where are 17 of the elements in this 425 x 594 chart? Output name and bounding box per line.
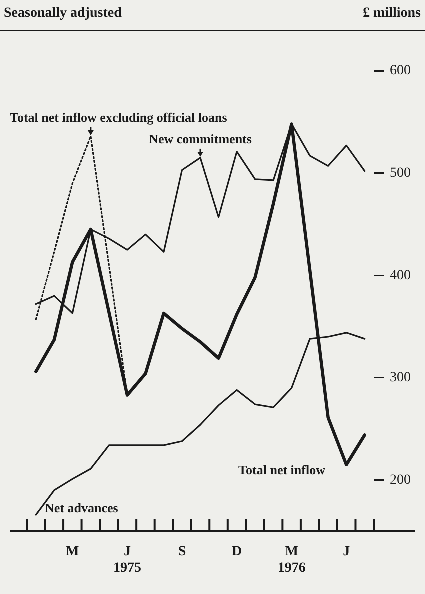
x-tick-label: J: [343, 544, 350, 560]
y-tick-label: 600: [390, 64, 411, 79]
y-axis-title: £ millions: [363, 6, 421, 22]
y-tick-label: 200: [390, 472, 411, 488]
series-label: Net advances: [45, 500, 118, 516]
y-tick-label: 500: [390, 166, 411, 181]
series-label: Total net inflow: [238, 462, 326, 478]
x-tick-label: D: [232, 544, 242, 560]
y-tick-label: 300: [390, 370, 411, 386]
x-tick-label: S: [178, 544, 186, 560]
y-tick-label: 400: [390, 268, 411, 284]
series-label: New commitments: [149, 131, 252, 146]
x-tick-label: M: [66, 544, 80, 560]
x-tick-label: J 1975: [113, 544, 142, 576]
text: Total net inflow excluding official loans: [10, 110, 228, 125]
x-tick-label: M 1976: [278, 544, 306, 576]
chart-subtitle: Seasonally adjusted: [4, 6, 122, 22]
